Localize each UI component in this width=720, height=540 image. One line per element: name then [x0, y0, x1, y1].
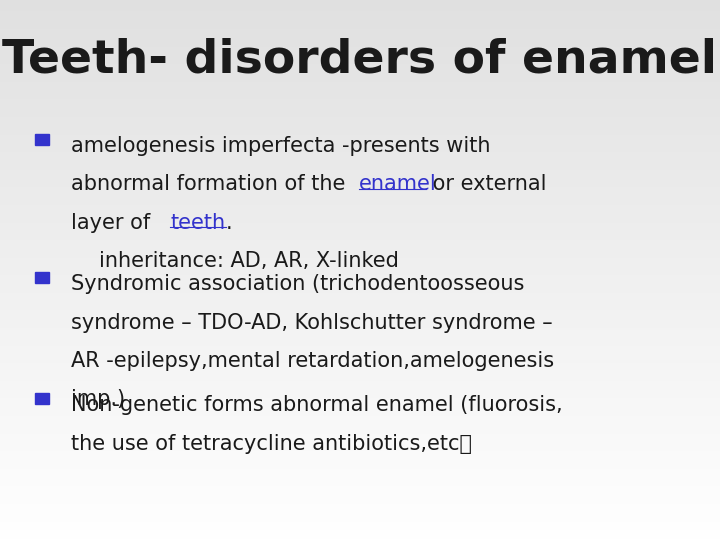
FancyBboxPatch shape — [35, 393, 49, 404]
Text: AR -epilepsy,mental retardation,amelogenesis: AR -epilepsy,mental retardation,amelogen… — [71, 351, 554, 371]
Text: .: . — [226, 213, 233, 233]
Text: the use of tetracycline antibiotics,etc）: the use of tetracycline antibiotics,etc） — [71, 434, 472, 454]
Text: layer of: layer of — [71, 213, 156, 233]
Text: teeth: teeth — [171, 213, 225, 233]
Text: abnormal formation of the: abnormal formation of the — [71, 174, 351, 194]
Text: imp.): imp.) — [71, 389, 125, 409]
Text: or external: or external — [426, 174, 546, 194]
Text: Non-genetic forms abnormal enamel (fluorosis,: Non-genetic forms abnormal enamel (fluor… — [71, 395, 562, 415]
Text: Teeth- disorders of enamel: Teeth- disorders of enamel — [2, 38, 718, 83]
Text: enamel: enamel — [359, 174, 437, 194]
Text: inheritance: AD, AR, X-linked: inheritance: AD, AR, X-linked — [99, 251, 399, 271]
FancyBboxPatch shape — [35, 272, 49, 283]
Text: Syndromic association (trichodentoosseous: Syndromic association (trichodentoosseou… — [71, 274, 524, 294]
Text: syndrome – TDO-AD, Kohlschutter syndrome –: syndrome – TDO-AD, Kohlschutter syndrome… — [71, 313, 552, 333]
Text: amelogenesis imperfecta -presents with: amelogenesis imperfecta -presents with — [71, 136, 490, 156]
FancyBboxPatch shape — [35, 134, 49, 145]
